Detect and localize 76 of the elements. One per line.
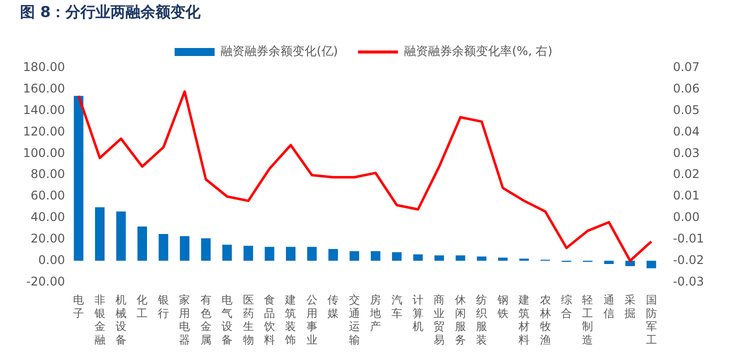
y-tick-label: -20.00 bbox=[26, 274, 65, 288]
x-tick-label: 国防军工 bbox=[646, 294, 657, 346]
y2-tick-label: 0.07 bbox=[672, 60, 700, 74]
bar bbox=[604, 260, 614, 264]
y2-tick-label: -0.03 bbox=[672, 274, 704, 288]
y2-tick-label: 0.06 bbox=[672, 82, 700, 96]
x-tick-label: 传媒 bbox=[328, 294, 339, 320]
bar bbox=[434, 255, 444, 261]
y2-tick-label: 0.01 bbox=[672, 188, 700, 203]
bar bbox=[158, 234, 168, 261]
bar bbox=[116, 212, 126, 261]
bar bbox=[498, 258, 508, 261]
x-tick-label: 机械设备 bbox=[116, 294, 127, 346]
x-tick-label: 计算机 bbox=[412, 294, 424, 334]
bar bbox=[370, 251, 380, 261]
y2-tick-label: 0.04 bbox=[672, 124, 700, 138]
x-tick-label: 纺织服装 bbox=[476, 294, 488, 346]
x-tick-label: 建筑装饰 bbox=[284, 294, 296, 346]
y2-tick-label: -0.01 bbox=[672, 231, 704, 246]
bar bbox=[95, 207, 105, 261]
y-tick-label: 140.00 bbox=[22, 102, 65, 117]
x-tick-label: 电子 bbox=[73, 294, 84, 320]
x-tick-label: 食品饮料 bbox=[263, 294, 276, 346]
y-tick-label: 120.00 bbox=[22, 124, 65, 138]
bar bbox=[137, 226, 148, 261]
y2-tick-label: 0.03 bbox=[672, 146, 700, 160]
x-tick-label: 综合 bbox=[560, 294, 572, 320]
y-tick-label: 0.00 bbox=[38, 252, 65, 267]
y-tick-label: 20.00 bbox=[30, 231, 65, 246]
x-tick-label: 化工 bbox=[136, 294, 148, 320]
bar bbox=[307, 246, 317, 261]
x-tick-label: 房地产 bbox=[369, 294, 382, 334]
x-tick-label: 通信 bbox=[603, 294, 614, 320]
y2-tick-label: 0.00 bbox=[672, 210, 700, 224]
x-tick-label: 医药生物 bbox=[242, 294, 254, 346]
bar bbox=[476, 256, 486, 261]
x-tick-label: 采掘 bbox=[624, 294, 636, 320]
x-tick-label: 非银金融 bbox=[93, 294, 106, 346]
x-tick-label: 建筑材料 bbox=[518, 294, 530, 346]
y-tick-label: 60.00 bbox=[30, 188, 65, 203]
legend-label: 融资融券余额变化率(%, 右) bbox=[404, 44, 552, 58]
y-tick-label: 180.00 bbox=[22, 60, 65, 74]
x-tick-label: 公用事业 bbox=[306, 294, 318, 346]
x-tick-label: 有色金属 bbox=[200, 294, 212, 346]
y2-tick-label: 0.02 bbox=[672, 167, 700, 182]
bar bbox=[201, 238, 211, 261]
x-tick-label: 家用电器 bbox=[179, 294, 190, 346]
x-tick-label: 交通运输 bbox=[348, 294, 360, 346]
legend-label: 融资融券余额变化(亿) bbox=[220, 44, 338, 58]
x-tick-label: 农林牧渔 bbox=[538, 294, 551, 346]
x-tick-label: 轻工制造 bbox=[582, 294, 594, 346]
y-tick-label: 40.00 bbox=[30, 210, 65, 224]
x-tick-label: 钢铁 bbox=[496, 294, 508, 320]
bar bbox=[180, 236, 190, 261]
bar bbox=[74, 96, 84, 261]
bar bbox=[413, 254, 423, 261]
bar bbox=[350, 251, 360, 261]
y-tick-label: 100.00 bbox=[22, 146, 65, 160]
bar bbox=[264, 246, 274, 261]
y2-tick-label: 0.05 bbox=[672, 102, 700, 117]
bar bbox=[222, 244, 232, 261]
x-tick-label: 商业贸易 bbox=[434, 294, 445, 346]
y-tick-label: 160.00 bbox=[22, 82, 65, 96]
bar bbox=[286, 246, 296, 261]
bar bbox=[456, 255, 466, 261]
bar bbox=[328, 249, 338, 261]
bar bbox=[646, 260, 656, 268]
bar bbox=[244, 246, 254, 261]
x-tick-label: 休闲服务 bbox=[454, 294, 466, 346]
y-tick-label: 80.00 bbox=[30, 167, 65, 182]
x-tick-label: 汽车 bbox=[391, 294, 402, 320]
x-tick-label: 电气设备 bbox=[222, 294, 233, 346]
y2-tick-label: -0.02 bbox=[672, 252, 704, 267]
chart-title: 图 8：分行业两融余额变化 bbox=[20, 2, 202, 21]
bar bbox=[392, 252, 402, 261]
x-tick-label: 银行 bbox=[156, 294, 169, 320]
